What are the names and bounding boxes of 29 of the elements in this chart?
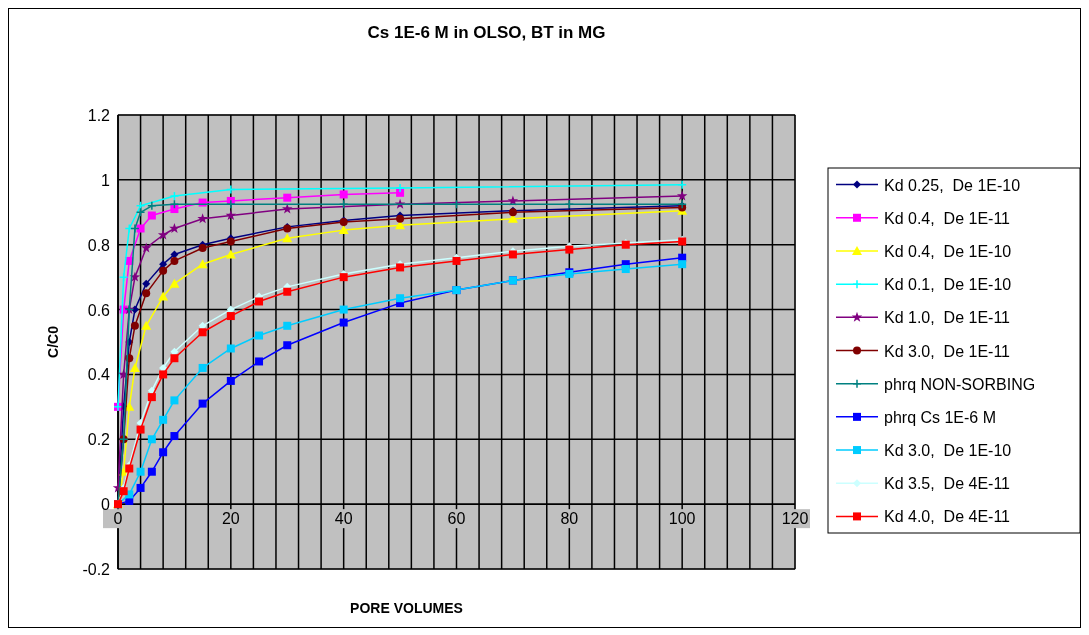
legend-label: Kd 3.5, De 4E-11 xyxy=(884,475,1011,493)
y-tick-label: 0.8 xyxy=(87,236,111,254)
x-tick-label: 80 xyxy=(560,510,579,528)
legend-label: Kd 0.1, De 1E-10 xyxy=(884,276,1012,294)
y-tick-label: 0.4 xyxy=(87,366,111,384)
legend-label: Kd 3.0, De 1E-11 xyxy=(884,342,1011,360)
y-tick-label: 1.2 xyxy=(87,107,111,124)
y-tick-label: 0.6 xyxy=(87,301,111,319)
legend-label: Kd 0.25, De 1E-10 xyxy=(884,176,1021,194)
y-tick-label: 0.2 xyxy=(87,431,111,449)
y-tick-label: 1 xyxy=(101,171,111,189)
x-tick-label: 0 xyxy=(113,510,123,528)
legend-label: Kd 1.0, De 1E-11 xyxy=(884,309,1011,327)
legend-label: Kd 3.0, De 1E-10 xyxy=(884,442,1012,460)
legend-label: Kd 0.4, De 1E-11 xyxy=(884,209,1011,227)
y-axis-title: C/C0 xyxy=(45,325,61,358)
legend-label: phrq Cs 1E-6 M xyxy=(884,408,997,426)
x-axis-title: PORE VOLUMES xyxy=(350,600,463,616)
x-tick-label: 40 xyxy=(334,510,353,528)
legend-label: phrq NON-SORBING xyxy=(884,375,1036,393)
x-tick-label: 100 xyxy=(668,510,696,528)
x-tick-label: 120 xyxy=(781,510,809,528)
y-tick-label: 0 xyxy=(101,496,111,514)
legend-label: Kd 0.4, De 1E-10 xyxy=(884,242,1012,260)
y-tick-label: -0.2 xyxy=(82,561,111,578)
x-tick-label: 20 xyxy=(221,510,240,528)
legend-label: Kd 4.0, De 4E-11 xyxy=(884,508,1011,526)
chart-title: Cs 1E-6 M in OLSO, BT in MG xyxy=(367,23,606,42)
x-tick-label: 60 xyxy=(447,510,466,528)
